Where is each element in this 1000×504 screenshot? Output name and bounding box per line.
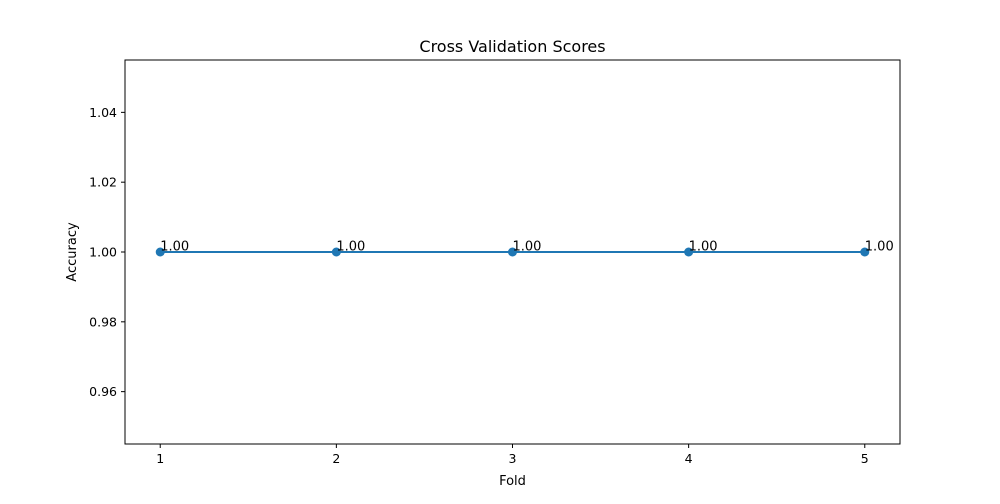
data-point	[860, 247, 870, 257]
data-point	[684, 247, 694, 257]
y-tick-label: 1.02	[89, 175, 117, 190]
y-tick-label: 0.98	[89, 314, 117, 329]
x-tick-label: 4	[685, 451, 693, 466]
x-axis-ticks: 1 2 3 4 5	[156, 444, 869, 466]
series-layer: 1.00 1.00 1.00 1.00 1.00	[155, 240, 894, 257]
y-tick-label: 1.00	[89, 245, 117, 260]
data-label: 1.00	[336, 240, 365, 255]
data-label: 1.00	[160, 240, 189, 255]
x-axis-label: Fold	[499, 474, 526, 489]
y-tick-label: 1.04	[89, 105, 117, 120]
y-axis-label: Accuracy	[65, 222, 80, 282]
chart-title: Cross Validation Scores	[419, 37, 605, 56]
data-point	[155, 247, 165, 257]
plot-frame	[124, 59, 901, 445]
data-label: 1.00	[865, 240, 894, 255]
y-axis-ticks: 0.96 0.98 1.00 1.02 1.04	[89, 105, 125, 399]
x-tick-label: 5	[861, 451, 869, 466]
data-point	[508, 247, 517, 257]
data-label: 1.00	[689, 240, 718, 255]
data-point	[331, 247, 341, 257]
x-tick-label: 1	[156, 451, 164, 466]
data-label: 1.00	[513, 240, 542, 255]
x-tick-label: 2	[332, 451, 340, 466]
x-tick-label: 3	[509, 451, 517, 466]
y-tick-label: 0.96	[89, 384, 117, 399]
